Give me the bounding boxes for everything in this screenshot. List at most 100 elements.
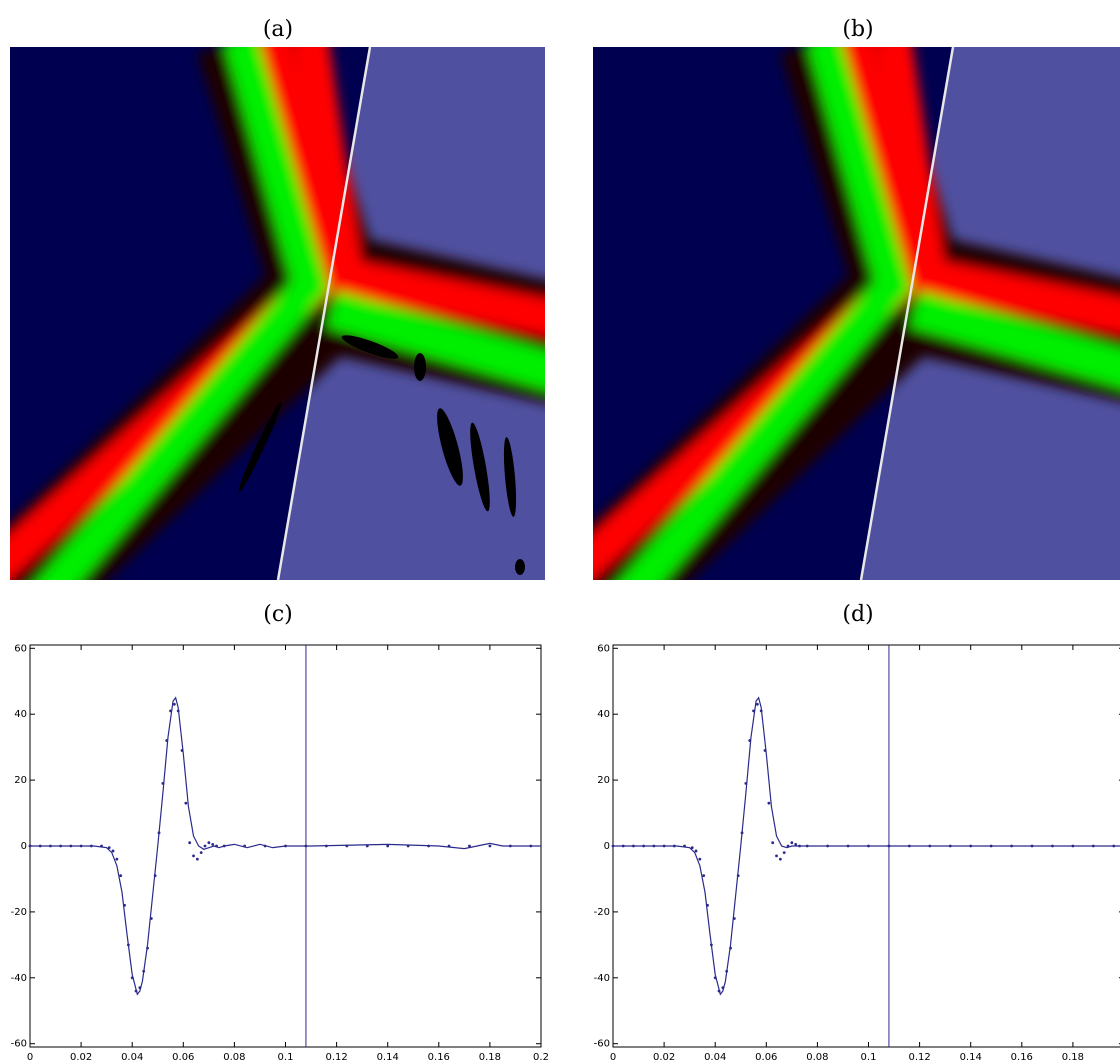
x-tick-label: 0.02 [653,1052,675,1063]
y-tick-label: 20 [14,775,27,786]
data-dot [138,986,142,990]
data-dot [642,844,646,848]
data-dot [180,749,184,752]
data-dot [771,841,775,845]
data-dot [672,844,676,848]
data-dot [752,709,755,713]
y-tick-label: -40 [594,973,610,984]
data-dot [748,739,752,742]
image-panel [553,37,1120,627]
data-dot [736,874,740,878]
data-dot [775,854,778,858]
chart-title: (d) [842,602,873,627]
data-dot [969,844,973,848]
data-dot [157,831,161,835]
data-dot [142,969,146,973]
data-line [613,696,1120,996]
data-dot [928,844,932,848]
data-dot [134,989,138,993]
data-dot [755,702,759,706]
x-tick-label: 0.14 [377,1052,399,1063]
data-dot [702,874,706,878]
plot: (c) -60 -40 -20 0 20 40 60 0 0.02 0.04 0.06 0.08 0.1 0… [11,602,549,1063]
y-tick-label: -20 [11,907,27,918]
y-tick-label: 40 [597,709,610,720]
x-tick-label: 0.04 [121,1052,143,1063]
panel-label: (a) [263,17,293,42]
x-tick-label: 0 [27,1052,33,1063]
y-tick-label: 60 [14,643,27,654]
data-dot [744,781,748,785]
data-dot [706,903,709,907]
data-dot [115,857,119,861]
y-tick-label: -60 [11,1039,27,1050]
data-dot [794,842,798,846]
y-tick-label: 0 [21,841,27,852]
x-tick-label: 0.06 [172,1052,194,1063]
y-tick-label: -40 [11,973,27,984]
data-dot [690,846,694,850]
data-dot [529,844,533,848]
data-dot [324,844,328,848]
data-dot [211,842,215,846]
data-dot [1030,844,1034,848]
x-tick-label: 0.16 [1011,1052,1033,1063]
data-dot [126,943,130,947]
data-dot [632,844,635,848]
data-dot [989,844,993,848]
plot: (d) -60 -40 -20 0 20 40 60 0 0.02 0.04 0.06 0.08 0.1 0… [594,602,1120,1063]
x-tick-label: 0.14 [960,1052,982,1063]
image-panel [0,37,570,627]
data-dot [778,857,782,861]
data-dot [386,844,390,848]
data-dot [713,976,717,980]
x-tick-label: 0.1 [278,1052,294,1063]
data-dot [119,874,123,878]
data-dot [263,844,267,848]
data-dot [725,969,729,973]
x-tick-label: 0.04 [704,1052,726,1063]
data-dot [826,844,830,848]
data-dot [49,844,52,848]
x-tick-label: 0.12 [325,1052,347,1063]
data-dot [427,844,430,848]
data-dot [508,844,512,848]
data-dot [887,844,891,848]
data-dot [1091,844,1095,848]
x-tick-label: 0.1 [861,1052,877,1063]
data-dot [662,844,666,848]
data-dot [611,844,615,848]
data-dot [304,844,308,848]
data-dot [100,844,103,848]
data-dot [721,986,725,990]
data-dot [1071,844,1075,848]
data-dot [406,844,410,848]
data-dot [79,844,83,848]
data-line [30,696,541,996]
data-dot [447,844,451,848]
data-dot [199,851,203,854]
data-dot [123,903,126,907]
data-dot [1010,844,1013,848]
data-dot [488,844,492,848]
y-tick-label: 20 [597,775,610,786]
data-dot [1112,844,1116,848]
data-dot [1051,844,1054,848]
data-dot [222,844,226,848]
y-tick-label: -20 [594,907,610,918]
data-dot [767,801,771,805]
x-tick-label: 0.06 [755,1052,777,1063]
data-dot [153,874,157,878]
data-dot [192,854,195,858]
charts: (c) -60 -40 -20 0 20 40 60 0 0.02 0.04 0.06 0.08 0.1 0… [11,602,1120,1063]
data-dot [215,844,218,848]
data-dot [786,844,790,848]
data-dot [621,844,625,848]
data-dot [107,846,111,850]
data-dot [195,857,199,861]
data-dot [207,841,211,845]
y-tick-label: 60 [597,643,610,654]
data-dot [652,844,656,848]
data-dot [130,976,134,980]
data-dot [709,943,713,947]
